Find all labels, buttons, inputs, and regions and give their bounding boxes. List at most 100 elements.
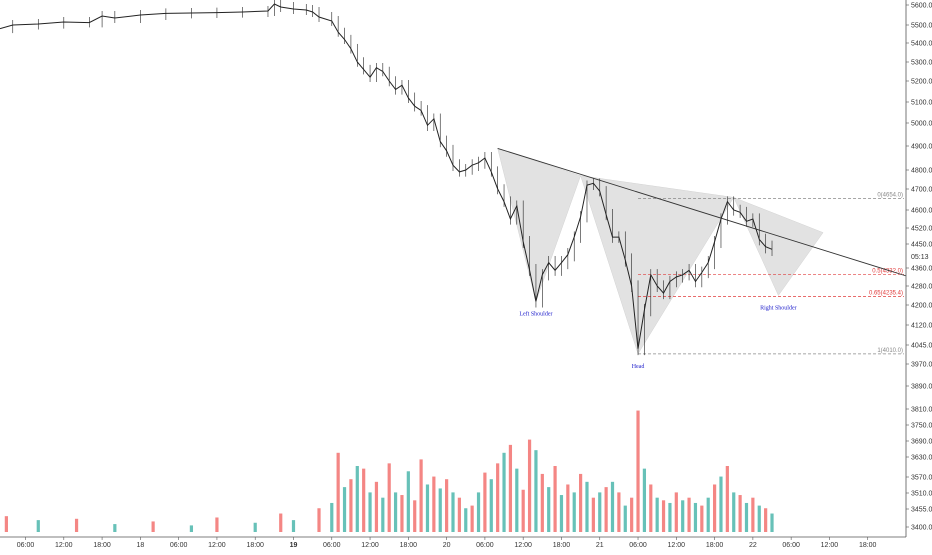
volume-bar <box>483 472 487 532</box>
volume-bar <box>476 492 481 532</box>
fib-level-label: 0.5(4332.0) <box>872 268 903 274</box>
volume-bar <box>419 459 423 532</box>
volume-bar <box>617 492 621 532</box>
volume-bar <box>751 497 755 532</box>
volume-bar <box>496 463 500 532</box>
y-tick-label: 3455.0 <box>911 507 932 514</box>
x-tick-label: 18:00 <box>93 542 111 549</box>
volume-bar <box>113 524 117 532</box>
volume-bar <box>732 492 736 532</box>
volume-bar <box>712 484 717 532</box>
volume-bar <box>349 479 353 532</box>
volume-bar <box>362 468 366 532</box>
volume-bar <box>534 450 538 532</box>
y-tick-label: 3570.0 <box>911 475 932 482</box>
head-label: Head <box>632 364 645 370</box>
volume-bar <box>374 481 379 532</box>
volume-bar <box>642 468 647 532</box>
y-tick-label: 3750.0 <box>911 423 932 430</box>
pattern-head <box>580 175 735 355</box>
y-tick-label: 5500.0 <box>911 23 932 30</box>
x-tick-label: 12:00 <box>55 542 73 549</box>
y-tick-label: 4700.0 <box>911 187 932 194</box>
x-tick-label: 12:00 <box>514 542 532 549</box>
y-tick-label: 4520.0 <box>911 226 932 233</box>
volume-bar <box>336 452 340 532</box>
volume-bar <box>623 505 627 532</box>
volume-bar <box>598 492 602 532</box>
volume-bar <box>585 481 589 532</box>
x-tick-label: 06:00 <box>170 542 188 549</box>
volume-bar <box>610 481 615 532</box>
volume-bar <box>527 439 532 532</box>
volume-bar <box>636 410 640 532</box>
x-tick-label: 18:00 <box>706 542 724 549</box>
volume-bar <box>515 468 519 532</box>
volume-bar <box>719 476 723 532</box>
y-tick-label: 3890.0 <box>911 384 932 391</box>
volume-bar <box>368 492 372 532</box>
volume-bar <box>566 484 570 532</box>
volume-bar <box>464 508 468 532</box>
x-tick-label: 06:00 <box>476 542 494 549</box>
fib-level-label: 0(4654.0) <box>877 193 903 199</box>
fib-level-label: 0.65(4235.4) <box>869 291 903 297</box>
x-tick-label: 12:00 <box>668 542 686 549</box>
volume-bar <box>413 500 417 532</box>
volume-bar <box>757 505 761 532</box>
volume-bar <box>489 479 493 532</box>
x-tick-label: 18:00 <box>246 542 264 549</box>
pattern-left-shoulder <box>497 148 581 303</box>
annotation-layer: Left Shoulder Head Right Shoulder <box>519 306 796 370</box>
volume-bar <box>451 492 455 532</box>
volume-bar <box>591 497 595 532</box>
price-layer <box>0 0 773 356</box>
y-tick-label: 5600.0 <box>911 3 932 10</box>
volume-bar <box>189 525 194 532</box>
volume-bar <box>693 502 698 532</box>
volume-bar <box>508 444 513 532</box>
x-tick-label: 06:00 <box>17 542 35 549</box>
volume-bar <box>215 517 219 532</box>
y-tick-label: 5100.0 <box>911 100 932 107</box>
volume-bar <box>668 502 672 532</box>
volume-bar <box>438 488 442 532</box>
volume-bar <box>279 513 283 532</box>
volume-bar <box>457 497 461 532</box>
volume-bar <box>725 466 729 532</box>
x-tick-label: 12:00 <box>361 542 379 549</box>
volume-bar <box>661 500 666 532</box>
fib-layer: 0(4654.0) 0.5(4332.0) 0.65(4235.4) 1(4010.0… <box>638 193 904 355</box>
volume-bar <box>649 484 653 532</box>
volume-bar <box>393 492 398 532</box>
volume-bar <box>687 497 691 532</box>
volume-bar <box>553 466 557 532</box>
y-tick-label: 3630.0 <box>911 455 932 462</box>
volume-bar <box>521 489 525 532</box>
volume-bar <box>425 484 430 532</box>
volume-bar <box>547 487 551 532</box>
y-tick-label: 4200.0 <box>911 303 932 310</box>
volume-bar <box>406 471 410 532</box>
x-tick-label: 06:00 <box>782 542 800 549</box>
volume-bar <box>540 473 544 532</box>
x-tick-label: 18:00 <box>553 542 571 549</box>
volume-bar <box>559 495 564 532</box>
y-tick-label: 3510.0 <box>911 491 932 498</box>
volume-bar <box>470 505 474 532</box>
volume-bar <box>681 500 685 532</box>
y-tick-label: 4360.0 <box>911 266 932 273</box>
x-tick-label: 18:00 <box>859 542 877 549</box>
x-tick-label: 19 <box>290 542 298 549</box>
x-tick-label: 20 <box>443 542 451 549</box>
x-tick-label: 18:00 <box>400 542 418 549</box>
volume-bar <box>674 492 678 532</box>
volume-bar <box>579 473 583 532</box>
volume-bar <box>572 492 576 532</box>
volume-bar <box>604 487 608 532</box>
pattern-layer <box>497 148 824 355</box>
y-axis: 5600.0 5500.0 5400.0 5300.0 5200.0 5100.0 5000… <box>905 0 932 537</box>
y-tick-label: 4600.0 <box>911 208 932 215</box>
